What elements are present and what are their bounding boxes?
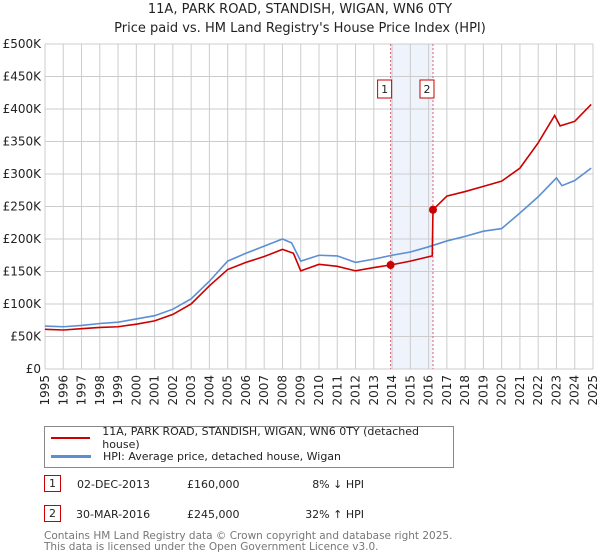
footer-line: Contains HM Land Registry data © Crown c… bbox=[44, 530, 453, 542]
transaction-price: £160,000 bbox=[187, 478, 240, 491]
x-tick-label: 1999 bbox=[111, 375, 125, 406]
x-tick-label: 2019 bbox=[476, 375, 490, 406]
footer-line: This data is licensed under the Open Gov… bbox=[44, 541, 379, 553]
y-tick-label: £150K bbox=[3, 265, 43, 279]
x-tick-label: 2023 bbox=[549, 375, 563, 406]
y-tick-label: £50K bbox=[10, 330, 42, 344]
x-tick-label: 2009 bbox=[294, 375, 308, 406]
y-tick-label: £200K bbox=[3, 232, 43, 246]
legend-red-line bbox=[51, 437, 91, 439]
x-tick-label: 1995 bbox=[38, 375, 52, 406]
x-tick-label: 1998 bbox=[93, 375, 107, 406]
x-tick-label: 2021 bbox=[513, 375, 527, 406]
x-tick-label: 2024 bbox=[568, 375, 582, 406]
chart-subtitle: Price paid vs. HM Land Registry's House … bbox=[114, 21, 486, 36]
x-tick-label: 2005 bbox=[221, 375, 235, 406]
y-tick-label: £450K bbox=[3, 70, 43, 84]
series-line bbox=[44, 167, 592, 328]
legend-label-property: 11A, PARK ROAD, STANDISH, WIGAN, WN6 0TY… bbox=[102, 425, 419, 451]
x-tick-label: 2010 bbox=[312, 375, 326, 406]
x-tick-label: 2000 bbox=[129, 375, 143, 406]
x-tick-label: 2013 bbox=[367, 375, 381, 406]
x-tick-label: 2015 bbox=[403, 375, 417, 406]
marker-badge bbox=[419, 79, 435, 99]
x-tick-label: 2008 bbox=[275, 375, 289, 406]
y-tick-label: £0 bbox=[26, 362, 41, 376]
x-tick-label: 2006 bbox=[239, 375, 253, 406]
y-tick-label: £250K bbox=[3, 200, 43, 214]
x-tick-label: 2014 bbox=[385, 375, 399, 406]
transaction-date: 02-DEC-2013 bbox=[77, 478, 151, 491]
marker-badge-label: 1 bbox=[381, 83, 388, 96]
x-tick-label: 2012 bbox=[349, 375, 363, 406]
footer: Contains HM Land Registry data © Crown c… bbox=[44, 531, 452, 553]
x-tick-label: 2002 bbox=[166, 375, 180, 406]
y-tick-label: £400K bbox=[3, 102, 43, 116]
marker-badge bbox=[377, 79, 393, 99]
x-tick-label: 2020 bbox=[495, 375, 509, 406]
x-tick-label: 2007 bbox=[257, 375, 271, 406]
transaction-price: £245,000 bbox=[187, 508, 240, 521]
price-chart: £0 £50K £100K £150K £200K £250K £300K £350K £400… bbox=[3, 37, 600, 406]
transaction-badge: 1 bbox=[44, 475, 61, 492]
transaction-row: 2 30-MAR-2016 £245,000 32% ↑ HPI bbox=[44, 505, 444, 525]
legend-label-hpi: HPI: Average price, detached house, Wiga… bbox=[103, 449, 342, 463]
legend: 11A, PARK ROAD, STANDISH, WIGAN, WN6 0TY… bbox=[44, 425, 454, 468]
x-tick-label: 2022 bbox=[531, 375, 545, 406]
y-tick-label: £350K bbox=[3, 135, 43, 149]
sale-point bbox=[428, 205, 437, 214]
marker-badge-label: 2 bbox=[423, 83, 430, 96]
y-tick-label: £500K bbox=[3, 37, 43, 51]
chart-title: 11A, PARK ROAD, STANDISH, WIGAN, WN6 0TY bbox=[147, 2, 453, 17]
x-tick-label: 2018 bbox=[458, 375, 472, 406]
x-tick-label: 2016 bbox=[422, 375, 436, 406]
x-tick-label: 2004 bbox=[202, 375, 216, 406]
sale-point bbox=[386, 261, 395, 269]
y-tick-label: £100K bbox=[3, 297, 43, 311]
x-tick-label: 1997 bbox=[75, 375, 89, 406]
transaction-date: 30-MAR-2016 bbox=[76, 508, 151, 521]
x-tick-label: 2001 bbox=[148, 375, 162, 406]
legend-blue-line bbox=[51, 454, 91, 458]
x-tick-label: 2025 bbox=[586, 375, 600, 406]
x-tick-label: 2003 bbox=[184, 375, 198, 406]
x-tick-label: 2017 bbox=[440, 375, 454, 406]
transaction-hpi: 32% ↑ HPI bbox=[305, 508, 364, 521]
transaction-hpi: 8% ↓ HPI bbox=[312, 478, 364, 491]
x-tick-label: 2011 bbox=[330, 375, 344, 406]
x-tick-label: 1996 bbox=[56, 375, 70, 406]
transaction-row: 1 02-DEC-2013 £160,000 8% ↓ HPI bbox=[44, 475, 444, 495]
series-line bbox=[44, 103, 592, 331]
transaction-badge: 2 bbox=[44, 505, 61, 522]
y-tick-label: £300K bbox=[3, 167, 43, 181]
